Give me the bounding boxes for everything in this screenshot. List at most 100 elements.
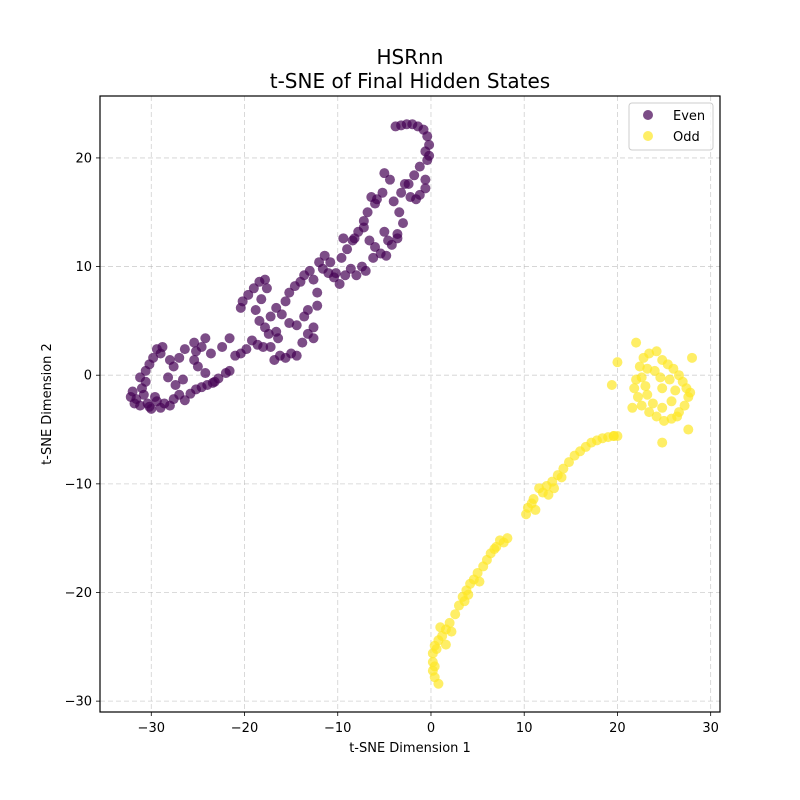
data-point — [254, 315, 265, 326]
data-point — [174, 352, 185, 363]
data-point — [388, 196, 399, 207]
data-point — [666, 396, 677, 407]
data-point — [420, 174, 431, 185]
scatter-points — [125, 119, 698, 689]
data-point — [381, 250, 392, 261]
data-point — [342, 244, 353, 255]
data-point — [640, 381, 651, 392]
data-point — [399, 179, 410, 189]
data-point — [284, 287, 295, 298]
data-point — [248, 283, 259, 294]
data-point — [636, 372, 647, 383]
data-point — [549, 483, 560, 494]
data-point — [444, 617, 455, 628]
data-point — [472, 567, 483, 578]
data-point — [157, 341, 168, 352]
data-point — [379, 168, 390, 179]
data-point — [336, 252, 347, 263]
data-point — [558, 463, 569, 474]
y-tick-label: 0 — [84, 369, 92, 384]
x-tick-label: 30 — [702, 721, 719, 736]
x-tick-label: −20 — [231, 721, 258, 736]
data-point — [651, 346, 662, 357]
data-point — [392, 233, 403, 244]
data-point — [164, 355, 175, 365]
data-point — [189, 355, 200, 365]
data-point — [420, 183, 431, 194]
data-point — [556, 472, 567, 483]
data-point — [243, 289, 254, 300]
data-point — [647, 398, 658, 409]
data-point — [409, 170, 420, 181]
x-tick-label: −30 — [138, 721, 165, 736]
data-point — [224, 365, 235, 376]
data-point — [312, 300, 323, 311]
data-point — [140, 365, 151, 376]
data-point — [170, 379, 181, 390]
data-point — [271, 326, 282, 337]
data-point — [368, 252, 379, 263]
data-point — [398, 218, 409, 229]
x-axis-ticks: −30 −20 −10 0 10 20 30 — [138, 712, 719, 736]
y-tick-label: 10 — [75, 260, 92, 275]
data-point — [358, 215, 369, 226]
data-point — [394, 207, 405, 218]
legend-marker-even — [643, 110, 653, 120]
data-point — [349, 233, 360, 244]
data-point — [627, 402, 638, 413]
data-point — [474, 576, 485, 587]
data-point — [125, 391, 136, 402]
data-point — [260, 274, 271, 285]
y-tick-label: −10 — [65, 477, 92, 492]
data-point — [629, 383, 640, 394]
data-point — [435, 622, 446, 633]
data-point — [370, 242, 381, 253]
legend-marker-odd — [643, 131, 653, 141]
data-point — [200, 333, 211, 344]
y-tick-label: −20 — [65, 586, 92, 601]
data-point — [258, 341, 269, 352]
data-point — [338, 233, 349, 244]
data-point — [383, 235, 394, 246]
data-point — [224, 333, 235, 344]
data-point — [250, 305, 261, 316]
data-point — [340, 270, 351, 281]
data-point — [528, 494, 539, 505]
series-odd — [427, 337, 698, 689]
series-even — [125, 119, 435, 414]
data-point — [644, 407, 655, 418]
data-point — [308, 322, 319, 333]
data-point — [659, 415, 670, 426]
data-point — [280, 296, 291, 307]
data-point — [429, 661, 440, 672]
data-point — [308, 333, 319, 344]
data-point — [256, 294, 267, 305]
data-point — [351, 270, 362, 281]
data-point — [563, 457, 574, 468]
data-point — [446, 626, 457, 637]
data-point — [200, 368, 211, 379]
data-point — [345, 263, 356, 274]
data-point — [657, 402, 668, 413]
data-point — [179, 395, 190, 406]
data-point — [364, 235, 375, 246]
data-point — [271, 302, 282, 313]
x-tick-label: 10 — [516, 721, 533, 736]
data-point — [237, 296, 248, 307]
data-point — [377, 187, 388, 198]
data-point — [405, 192, 416, 203]
data-point — [205, 348, 216, 359]
data-point — [390, 121, 401, 132]
data-point — [261, 283, 272, 294]
data-point — [608, 431, 619, 442]
data-point — [325, 257, 336, 268]
data-point — [362, 207, 373, 218]
data-point — [502, 533, 513, 544]
legend: Even Odd — [628, 102, 714, 151]
y-tick-label: −30 — [65, 695, 92, 710]
data-point — [651, 411, 662, 422]
data-point — [179, 344, 190, 355]
data-point — [189, 337, 200, 348]
y-tick-label: 20 — [75, 151, 92, 166]
